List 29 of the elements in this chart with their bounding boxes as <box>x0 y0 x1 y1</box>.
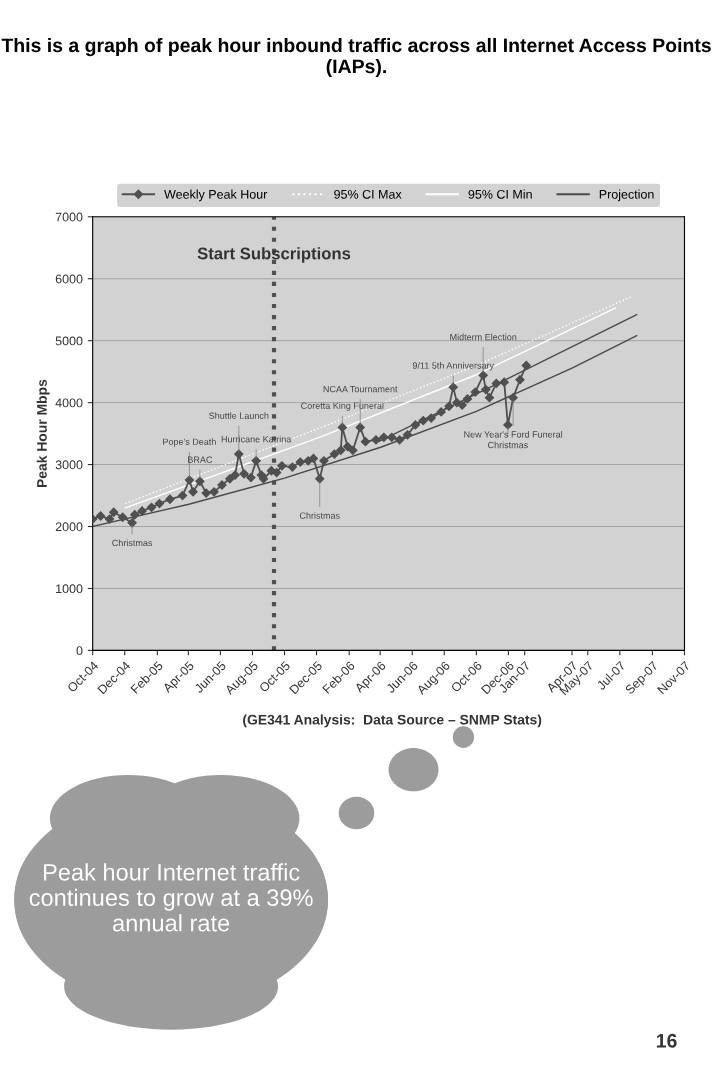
ref-line-label: Start Subscriptions <box>197 247 351 263</box>
annotation: Coretta King Funeral <box>301 402 384 411</box>
legend-label: 95% CI Max <box>334 189 402 199</box>
annotation: Christmas <box>112 539 153 547</box>
y-tick-label: 7000 <box>55 212 83 222</box>
annotation: Christmas <box>488 441 528 449</box>
y-tick-label: 6000 <box>55 274 83 284</box>
y-tick-label: 2000 <box>55 522 83 532</box>
annotation: Pope's Death <box>163 438 216 447</box>
annotation: Christmas <box>299 512 340 519</box>
y-tick-label: 4000 <box>55 398 83 408</box>
legend-label: Projection <box>599 189 654 202</box>
annotation: Shuttle Launch <box>209 412 269 419</box>
annotation: NCAA Tournament <box>323 385 398 393</box>
annotation: New Year's Ford Funeral <box>464 431 563 438</box>
annotation: 9/11 5th Anniversary <box>412 362 495 371</box>
legend-label: 95% CI Min <box>468 189 532 199</box>
y-tick-label: 0 <box>76 646 83 656</box>
annotation: BRAC <box>188 456 213 463</box>
chart-title: This is a graph of peak hour inbound traffic across all Internet Access Points (IAPs). <box>1 37 711 78</box>
text: (GE341 Analysis: Data Source – SNMP Stats) <box>243 714 542 728</box>
text: Peak hour Internet traffic continues to grow at a 39% annual rate <box>29 863 313 932</box>
text: 16 <box>656 1033 677 1048</box>
y-tick-label: 5000 <box>55 336 83 346</box>
annotation: Midterm Election <box>450 333 517 341</box>
y-axis-title: Peak Hour Mbps <box>36 379 50 488</box>
legend-label: Weekly Peak Hour <box>164 189 268 202</box>
y-tick-label: 1000 <box>56 584 83 594</box>
y-tick-label: 3000 <box>55 460 83 470</box>
